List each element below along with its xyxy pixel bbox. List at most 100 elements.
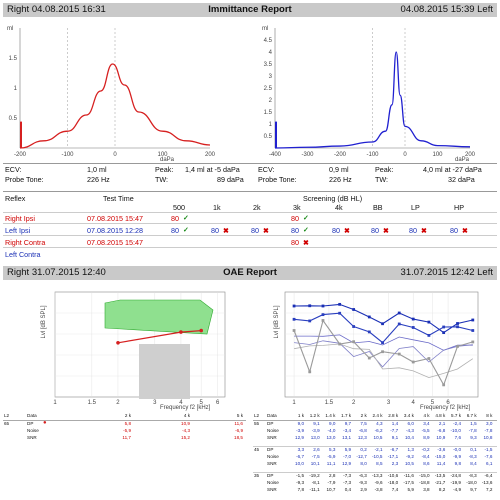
dp-point <box>381 341 384 345</box>
dp-point <box>442 331 446 334</box>
oae-normal-range-band <box>104 299 214 335</box>
oae-left-cell: -3,4 <box>343 428 352 433</box>
dp-point <box>338 302 342 306</box>
oae-left-freq-header: 3.4 k <box>403 413 414 418</box>
y-tick-label: 1 <box>14 86 18 92</box>
oae-left-row-label: DP <box>267 447 274 452</box>
x-tick-label: 3 <box>387 400 391 406</box>
oae-left-cell: 8,4 <box>470 461 477 466</box>
oae-left-cell: 5,9 <box>344 447 352 452</box>
oae-left-cell: 10,7 <box>326 487 336 492</box>
oae-left-cell: -15,0 <box>419 473 430 478</box>
dp-point <box>456 325 459 329</box>
oae-left-cell: -13,6 <box>481 480 493 485</box>
oae-left-cell: 8,9 <box>423 435 430 440</box>
oae-left-cell: 12,9 <box>295 435 304 440</box>
oae-left-cell: 2,9 <box>360 487 367 492</box>
oae-left-cell: 8,6 <box>423 461 430 466</box>
x-tick-label: 100 <box>157 152 168 158</box>
row-left-ipsi-lp: 80 <box>409 226 417 235</box>
x-tick-label: 5 <box>199 400 203 406</box>
oae-left-cell: 10,8 <box>483 435 493 440</box>
y-tick-label: 2.5 <box>264 86 273 92</box>
oae-left-cell: 3,3 <box>297 447 304 452</box>
oae-left-table: L2 Data 1 k 1.2 k 1.4 k 1.7 k 2 k 2.4 k 2.8 k 3… <box>253 413 497 499</box>
oae-left-cell: 9,1 <box>313 421 320 426</box>
dp-point <box>411 317 415 321</box>
dp-point <box>352 340 356 344</box>
oae-left-cell: -7,3 <box>343 480 352 485</box>
oae-left-freq-header: 1 k <box>297 413 304 418</box>
reflex-table: Reflex Test Time Screening (dB HL) 500 1… <box>3 191 497 267</box>
reflex-header: Reflex <box>5 194 26 203</box>
y-tick-label: 0.5 <box>9 116 18 122</box>
y-tick-label: 1.5 <box>9 56 18 62</box>
oae-left-freq-header: 1.4 k <box>325 413 336 418</box>
ecv-left-value: 0,9 ml <box>329 165 349 174</box>
row-right-contra-time: 07.08.2015 15:47 <box>87 238 143 247</box>
oae-left-cell: -1,5 <box>484 447 493 452</box>
oae-right-l2-value: 65 <box>4 421 10 426</box>
dp-point <box>427 334 431 337</box>
check-icon: ✓ <box>303 225 310 234</box>
tymp-left-xlabel: daPa <box>455 157 470 163</box>
x-tick-label: 1.5 <box>325 400 334 406</box>
oae-left-cell: -10,6 <box>387 473 399 478</box>
immittance-info: ECV: 1,0 ml Peak: 1,4 ml at -5 daPa Prob… <box>3 165 497 187</box>
oae-left-cell: -8,4 <box>421 454 430 459</box>
freq-2k: 2k <box>253 203 261 212</box>
x-tick-label: 4 <box>179 400 183 406</box>
y-tick-label: 1 <box>269 122 273 128</box>
oae-left-cell: 9,3 <box>470 435 477 440</box>
oae-left-cell: -17,5 <box>403 480 414 485</box>
oae-data-header: Data <box>27 413 37 418</box>
oae-left-cell: 1,3 <box>407 447 414 452</box>
oae-left-cell: 10,9 <box>436 435 446 440</box>
dp-point <box>292 317 296 321</box>
peak-left-value: 4,0 ml at -27 daPa <box>423 165 482 174</box>
dp-point <box>411 326 415 329</box>
oae-left-cell: -4,0 <box>327 428 336 433</box>
oae-right-noise-2k: -5,9 <box>123 428 131 433</box>
oae-left-cell: -19,9 <box>450 480 461 485</box>
oae-left-cell: -3,9 <box>296 428 304 433</box>
x-tick-label: 2 <box>352 400 356 406</box>
oae-left-cell: -9,2 <box>405 454 414 459</box>
oae-left-cell: -6,3 <box>358 473 367 478</box>
freq-500: 500 <box>173 203 185 212</box>
row-right-ipsi-label: Right Ipsi <box>5 214 35 223</box>
oae-left-row-label: DP <box>267 421 274 426</box>
dp-point <box>292 329 296 332</box>
oae-left-cell: -18,8 <box>419 480 430 485</box>
oae-left-cell: -8,3 <box>468 454 477 459</box>
row-divider <box>253 472 497 473</box>
dp-point <box>442 325 446 329</box>
freq-4k: 4k <box>335 203 343 212</box>
dp-point <box>381 322 384 326</box>
dp-point <box>321 319 325 322</box>
oae-left-cell: -4,3 <box>405 428 414 433</box>
oae-right-noise-4k: -4,3 <box>182 428 190 433</box>
oae-left-cell: -9,9 <box>453 454 461 459</box>
oae-left-cell: 10,4 <box>404 435 414 440</box>
oae-right-noise-5k: -6,9 <box>235 428 243 433</box>
dp-marker-icon: ● <box>43 420 47 426</box>
oae-left-row-label: DP <box>267 473 274 478</box>
oae-left-cell: -6,7 <box>390 447 399 452</box>
x-tick-label: 6 <box>216 400 220 406</box>
oae-left-cell: 13,0 <box>326 435 336 440</box>
oae-right-dp-2k: 5,8 <box>124 421 131 426</box>
tymp-right-xlabel: daPa <box>160 157 175 163</box>
peak-left-label: Peak: <box>375 165 394 174</box>
oae-left-cell: 6,0 <box>407 421 414 426</box>
dp-point <box>471 318 475 322</box>
oae-left-cell: 3,8 <box>423 487 430 492</box>
oae-left-cell: 5,9 <box>407 487 414 492</box>
oae-left-freq-header: 8 k <box>486 413 493 418</box>
oae-left-cell: -6,8 <box>437 428 446 433</box>
oae-left-freq-header: 4.8 k <box>435 413 446 418</box>
x-tick-label: 4 <box>412 400 416 406</box>
dp-point <box>456 322 459 325</box>
oae-left-cell: 0,4 <box>344 487 352 492</box>
oae-left-cell: 9,8 <box>454 461 461 466</box>
